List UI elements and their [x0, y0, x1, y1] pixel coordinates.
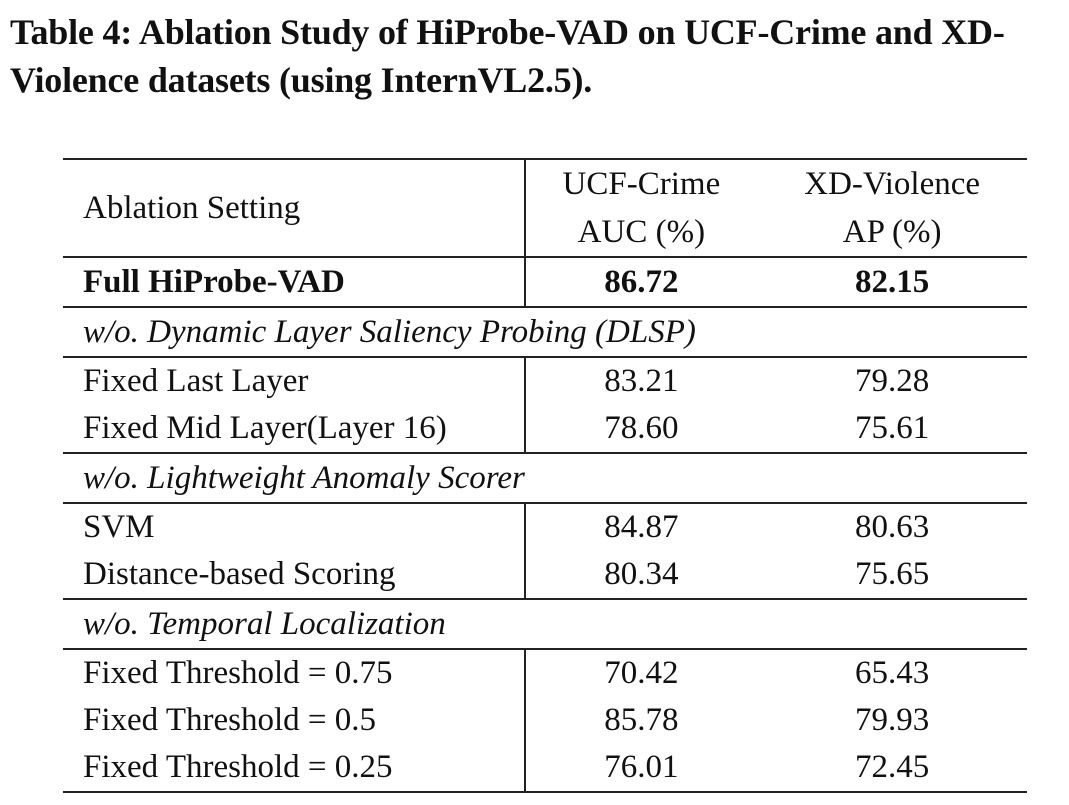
row-label: SVM	[63, 502, 526, 551]
section-header-scorer: w/o. Lightweight Anomaly Scorer	[63, 452, 1027, 503]
row-label: Distance-based Scoring	[63, 551, 526, 599]
row-xd-value: 82.15	[757, 256, 1027, 307]
row-ucf-value: 76.01	[524, 744, 758, 793]
table-row: Fixed Threshold = 0.75 70.42 65.43	[63, 648, 1027, 697]
row-xd-value: 75.61	[855, 410, 930, 446]
row-ucf-value: 80.34	[604, 556, 679, 592]
row-label: Fixed Threshold = 0.75	[63, 648, 526, 697]
header-auc: AUC (%)	[577, 214, 706, 250]
table-row-full: Full HiProbe-VAD 86.72 82.15	[63, 256, 1027, 307]
row-ucf-value: 83.21	[524, 356, 758, 405]
table-row: Distance-based Scoring 80.34 75.65	[63, 551, 1027, 599]
header-ap: AP (%)	[842, 214, 942, 250]
row-xd-value: 72.45	[757, 744, 1027, 793]
ablation-table: Ablation Setting UCF-Crime XD-Violence A…	[63, 158, 1027, 793]
row-label: Fixed Threshold = 0.5	[63, 697, 526, 744]
header-ucf-crime: UCF-Crime	[524, 158, 758, 208]
row-label: Fixed Last Layer	[63, 356, 526, 405]
row-label: Fixed Threshold = 0.25	[63, 744, 526, 793]
header-xd-violence: XD-Violence	[757, 158, 1027, 208]
row-xd-value: 80.63	[757, 502, 1027, 551]
row-xd-value: 79.28	[757, 356, 1027, 405]
header-row-2: AUC (%) AP (%)	[63, 208, 1027, 257]
section-header-dlsp: w/o. Dynamic Layer Saliency Probing (DLS…	[63, 306, 1027, 357]
row-label: Full HiProbe-VAD	[63, 256, 526, 307]
table-row: SVM 84.87 80.63	[63, 502, 1027, 551]
section-title: w/o. Temporal Localization	[63, 598, 1027, 649]
row-xd-value: 65.43	[757, 648, 1027, 697]
row-xd-value: 75.65	[855, 556, 930, 592]
row-ucf-value: 86.72	[524, 256, 758, 307]
section-header-temporal: w/o. Temporal Localization	[63, 598, 1027, 649]
table-row: Fixed Mid Layer(Layer 16) 78.60 75.61	[63, 405, 1027, 453]
table-row: Fixed Threshold = 0.5 85.78 79.93	[63, 697, 1027, 744]
table-row: Fixed Threshold = 0.25 76.01 72.45	[63, 744, 1027, 793]
row-label: Fixed Mid Layer(Layer 16)	[63, 405, 526, 453]
row-ucf-value: 84.87	[524, 502, 758, 551]
ablation-table-container: Ablation Setting UCF-Crime XD-Violence A…	[63, 158, 1027, 793]
row-xd-value: 79.93	[855, 702, 930, 738]
section-title: w/o. Dynamic Layer Saliency Probing (DLS…	[63, 306, 1027, 357]
section-title: w/o. Lightweight Anomaly Scorer	[63, 452, 1027, 503]
table-caption: Table 4: Ablation Study of HiProbe-VAD o…	[10, 12, 1005, 100]
row-ucf-value: 85.78	[604, 702, 679, 738]
row-ucf-value: 78.60	[604, 410, 679, 446]
table-row: Fixed Last Layer 83.21 79.28	[63, 356, 1027, 405]
row-ucf-value: 70.42	[524, 648, 758, 697]
header-ablation-setting: Ablation Setting	[63, 158, 526, 257]
header-row-1: Ablation Setting UCF-Crime XD-Violence	[63, 158, 1027, 257]
